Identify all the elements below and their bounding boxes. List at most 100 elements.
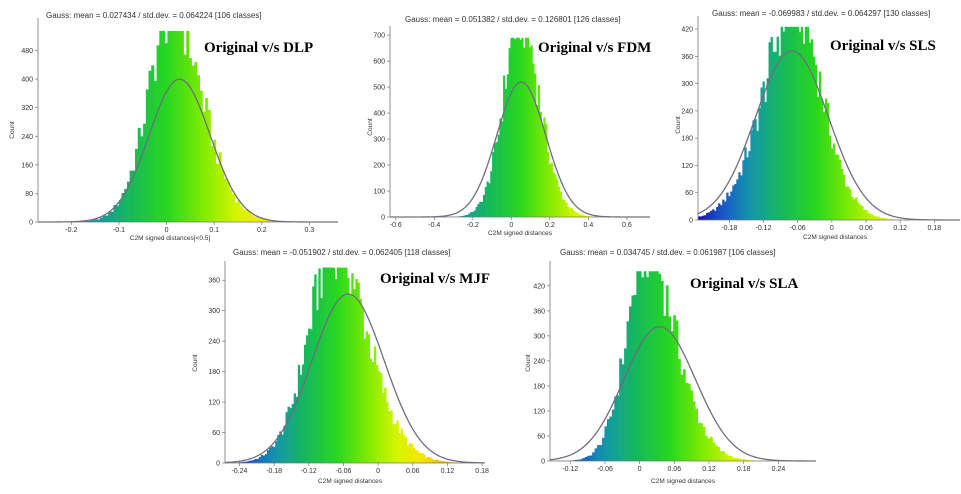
histogram-bar — [808, 42, 812, 220]
histogram-bar — [89, 220, 93, 222]
histogram-bar — [433, 459, 436, 463]
x-tick-label: 0.4 — [584, 222, 594, 229]
histogram-bar — [508, 48, 511, 217]
histogram-bar — [404, 436, 408, 463]
y-tick-label: 60 — [212, 430, 220, 437]
histogram-bar — [266, 450, 270, 463]
y-tick-label: 240 — [533, 358, 545, 365]
histogram-bar — [861, 206, 864, 220]
histogram-bar — [768, 42, 771, 220]
histogram-bar — [839, 159, 842, 220]
y-tick-label: 420 — [681, 27, 693, 34]
histogram-bar — [419, 452, 422, 463]
x-tick-label: 0 — [509, 222, 513, 229]
histogram-bar — [687, 383, 691, 461]
histogram-bar — [363, 338, 366, 463]
histogram-bar — [794, 26, 798, 220]
y-tick-label: 80 — [25, 191, 33, 198]
y-tick-label: 60 — [537, 433, 545, 440]
histogram-bar — [700, 216, 703, 220]
histogram-bar — [367, 334, 371, 463]
histogram-bar — [108, 211, 112, 222]
x-axis-label: C2M signed distances — [488, 230, 553, 237]
histogram-bar — [425, 457, 428, 463]
histogram-bar — [291, 403, 294, 463]
histogram-bar — [695, 408, 699, 461]
histogram-bar — [790, 26, 794, 220]
histogram-bar — [328, 267, 332, 463]
histogram-bar — [447, 462, 451, 463]
gauss-label: Gauss: mean = -0.051902 / std.dev. = 0.0… — [233, 248, 451, 257]
histogram-bar — [563, 200, 566, 217]
y-tick-label: 480 — [21, 48, 33, 55]
histogram-bar — [816, 96, 820, 220]
y-tick-label: 300 — [208, 308, 220, 315]
histogram-bar — [668, 316, 672, 461]
chart-mjf: Gauss: mean = -0.051902 / std.dev. = 0.0… — [192, 248, 490, 485]
histogram-bar — [250, 460, 253, 463]
histogram-bar — [143, 123, 147, 222]
histogram-bar — [259, 218, 263, 222]
histogram-bar — [776, 36, 779, 220]
histogram-bar — [308, 328, 311, 463]
histogram-bar — [482, 194, 486, 217]
histogram-bar — [314, 274, 317, 463]
histogram-bar — [572, 210, 575, 217]
histogram-bar — [599, 444, 603, 461]
x-tick-label: -0.12 — [756, 225, 772, 232]
histogram-bar — [248, 210, 252, 222]
histogram-bar — [295, 396, 299, 463]
histogram-bar — [156, 45, 160, 223]
chart-fdm: Gauss: mean = 0.051382 / std.dev. = 0.12… — [367, 15, 651, 237]
histogram-bar — [124, 188, 128, 222]
histogram-bar — [253, 216, 257, 222]
histogram-bar — [891, 219, 894, 220]
histogram-bar — [802, 43, 806, 220]
histogram-bar — [636, 271, 640, 461]
histogram-bar — [267, 219, 271, 222]
histogram-bar — [739, 459, 743, 461]
histogram-bar — [299, 374, 303, 463]
histogram-bar — [532, 63, 535, 217]
histogram-bar — [445, 461, 449, 463]
histogram-bar — [260, 454, 264, 463]
histogram-bar — [584, 456, 588, 461]
histogram-bar — [663, 315, 667, 461]
histogram-bar — [415, 449, 418, 463]
histogram-bar — [378, 371, 381, 463]
histogram-bar — [254, 458, 257, 463]
histogram-bar — [94, 219, 98, 222]
histogram-bar — [137, 127, 141, 222]
histogram-bar — [525, 37, 528, 217]
histogram-bar — [692, 401, 696, 461]
x-tick-label: -0.4 — [428, 222, 440, 229]
histogram-bar — [293, 393, 297, 463]
histogram-bar — [373, 346, 377, 463]
histogram-bar — [312, 286, 315, 463]
histogram-bar — [606, 419, 610, 461]
y-tick-label: 360 — [208, 278, 220, 285]
x-tick-label: 0 — [638, 466, 642, 473]
histogram-bar — [310, 329, 313, 463]
histogram-bar — [849, 189, 852, 220]
y-tick-label: 420 — [533, 283, 545, 290]
y-tick-label: 360 — [681, 54, 693, 61]
histogram-bar — [492, 152, 495, 217]
histogram-bar — [275, 441, 278, 463]
histogram-bar — [772, 51, 775, 220]
histogram-bar — [714, 445, 718, 461]
y-tick-label: 300 — [373, 137, 385, 144]
histogram-bar — [548, 164, 552, 217]
histogram-bar — [744, 459, 748, 461]
histogram-bar — [334, 279, 338, 463]
histogram-bar — [784, 26, 787, 220]
histogram-bar — [495, 142, 498, 217]
histogram-bar — [242, 209, 246, 222]
histogram-bar — [748, 151, 751, 220]
x-tick-label: 0.06 — [668, 466, 682, 473]
histogram-bar — [746, 157, 749, 220]
x-tick-label: 0.2 — [545, 222, 555, 229]
histogram-bar — [722, 199, 725, 220]
histogram-bar — [633, 294, 637, 461]
histogram-bar — [477, 204, 480, 217]
